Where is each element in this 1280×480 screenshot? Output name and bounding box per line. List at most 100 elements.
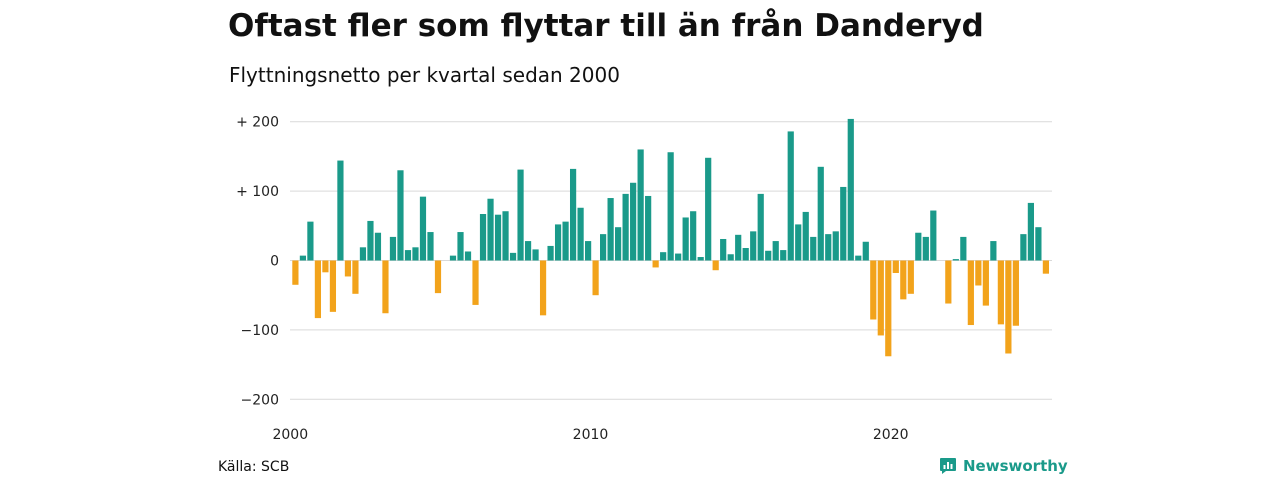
bar <box>524 241 532 261</box>
bar <box>472 260 479 305</box>
bar <box>727 254 734 261</box>
bar <box>967 260 974 326</box>
bar <box>532 249 539 261</box>
bar <box>600 234 607 261</box>
bar <box>712 260 719 271</box>
bar <box>750 231 757 261</box>
bar <box>562 221 569 261</box>
bar <box>539 260 547 316</box>
bar <box>314 260 322 319</box>
bar <box>930 210 937 261</box>
bar <box>877 260 884 336</box>
bar <box>675 253 682 261</box>
bar <box>802 211 809 261</box>
bar <box>922 236 929 261</box>
bar <box>900 260 907 300</box>
bar <box>382 260 389 314</box>
bar <box>329 260 337 312</box>
bar <box>840 186 847 261</box>
bar <box>457 232 464 261</box>
bars <box>292 118 1049 357</box>
bar <box>832 231 839 261</box>
bar <box>397 170 404 261</box>
bar <box>795 224 802 261</box>
bar <box>502 211 509 261</box>
bar <box>412 247 419 261</box>
bar <box>577 207 584 261</box>
bar <box>322 260 329 273</box>
bar <box>479 214 487 261</box>
x-tick-label: 2000 <box>272 427 308 443</box>
bar <box>997 260 1004 325</box>
bar <box>299 255 307 261</box>
bar <box>622 193 629 261</box>
bar <box>990 241 997 261</box>
bar <box>307 221 314 261</box>
bar <box>637 149 644 261</box>
brand-logo[interactable]: Newsworthy <box>939 457 1068 475</box>
bar <box>975 260 982 286</box>
bar <box>344 260 352 277</box>
bar <box>645 195 652 261</box>
bar <box>742 248 749 261</box>
bar <box>337 160 344 261</box>
bar <box>817 166 824 261</box>
bar <box>404 250 412 261</box>
bar <box>607 198 614 261</box>
bar <box>419 196 427 261</box>
bar <box>862 241 869 261</box>
y-tick-label: + 200 <box>236 115 279 131</box>
bar <box>847 118 854 261</box>
bar <box>1012 260 1019 326</box>
x-tick-label: 2010 <box>573 427 609 443</box>
y-axis-ticks: + 200 + 100 0 −100 −200 <box>236 115 279 409</box>
bar <box>464 251 472 261</box>
bar <box>757 193 764 261</box>
bar <box>374 232 382 261</box>
bar <box>682 217 689 261</box>
bar <box>630 182 637 261</box>
bar <box>667 152 674 261</box>
bar <box>660 252 667 261</box>
bar <box>1042 260 1049 274</box>
bar <box>352 260 359 294</box>
bar <box>554 224 562 261</box>
bar <box>765 250 772 261</box>
x-axis-ticks: 2000 2010 2020 <box>272 427 908 443</box>
chart-subtitle: Flyttningsnetto per kvartal sedan 2000 <box>229 63 620 87</box>
bar <box>615 227 622 261</box>
bar <box>569 168 577 261</box>
bar <box>787 131 794 261</box>
bar <box>434 260 442 294</box>
bar <box>449 255 457 261</box>
bar <box>855 255 862 261</box>
bar <box>1020 234 1027 261</box>
bar <box>982 260 989 306</box>
y-tick-label: 0 <box>270 254 279 270</box>
bar <box>487 198 494 261</box>
bar <box>1035 227 1042 261</box>
bar <box>885 260 892 357</box>
brand-name: Newsworthy <box>963 457 1068 475</box>
bar <box>892 260 899 273</box>
chart-title: Oftast fler som flyttar till än från Dan… <box>228 8 984 44</box>
y-tick-label: −200 <box>241 392 279 408</box>
y-tick-label: −100 <box>241 323 279 339</box>
bar <box>652 260 659 268</box>
bar <box>1005 260 1012 354</box>
bar <box>697 257 704 261</box>
bar <box>945 260 952 304</box>
bar <box>389 236 397 261</box>
source-note: Källa: SCB <box>218 459 290 475</box>
bar <box>810 236 817 261</box>
bar <box>780 250 787 261</box>
bar <box>690 211 697 261</box>
x-tick-label: 2020 <box>873 427 909 443</box>
bar <box>735 234 742 261</box>
bar <box>367 220 374 261</box>
bar <box>592 260 599 296</box>
bar <box>1027 202 1034 261</box>
bar <box>547 245 554 261</box>
bar <box>509 252 517 261</box>
